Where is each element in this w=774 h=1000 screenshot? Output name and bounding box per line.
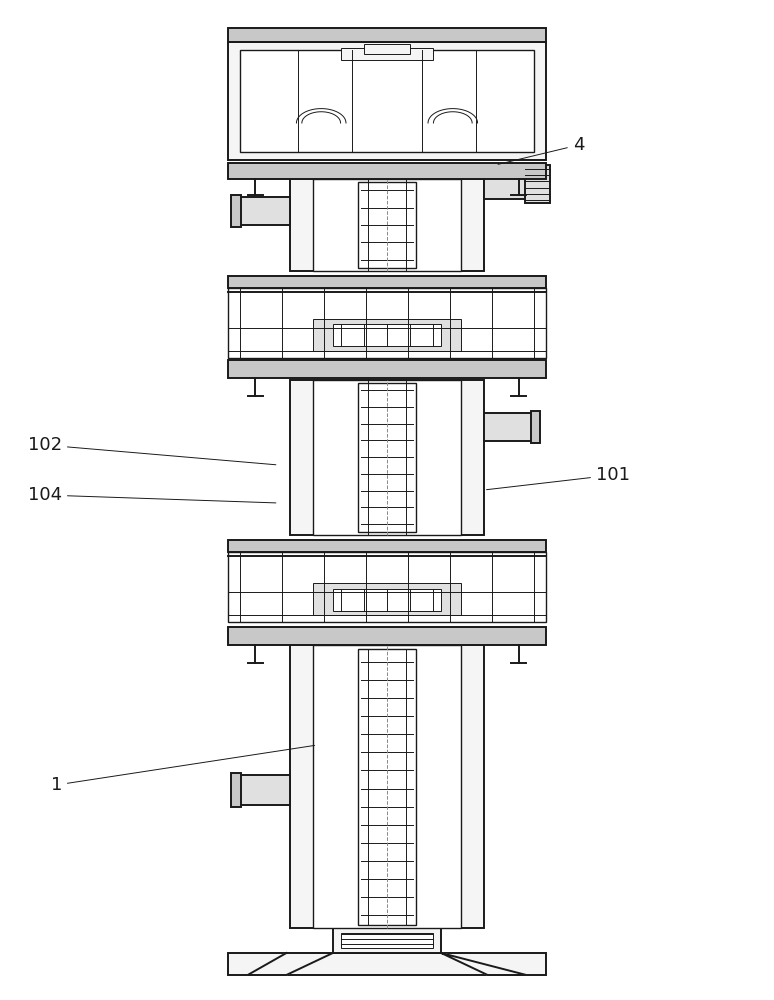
Bar bbox=[228, 552, 546, 622]
Bar bbox=[313, 179, 461, 271]
Bar bbox=[231, 195, 241, 227]
Bar bbox=[228, 360, 546, 378]
Bar bbox=[236, 197, 290, 225]
Bar bbox=[228, 42, 546, 160]
Bar bbox=[484, 169, 526, 199]
Bar bbox=[228, 28, 546, 42]
Bar bbox=[358, 182, 416, 268]
Bar bbox=[358, 649, 416, 925]
Polygon shape bbox=[248, 953, 333, 975]
Bar bbox=[313, 380, 461, 535]
Bar bbox=[228, 276, 546, 288]
Bar bbox=[341, 48, 433, 60]
Bar bbox=[525, 165, 550, 203]
Bar bbox=[228, 288, 546, 358]
Text: 4: 4 bbox=[498, 136, 584, 164]
Bar bbox=[341, 933, 433, 948]
Bar bbox=[531, 411, 540, 443]
Bar bbox=[231, 773, 241, 807]
Bar bbox=[236, 775, 290, 805]
Bar bbox=[240, 50, 534, 152]
Bar bbox=[228, 953, 546, 975]
Text: 104: 104 bbox=[28, 486, 276, 504]
Bar bbox=[290, 380, 484, 535]
Bar bbox=[333, 928, 441, 953]
Bar bbox=[290, 645, 484, 928]
Bar bbox=[313, 583, 461, 615]
Bar bbox=[484, 413, 534, 441]
Bar bbox=[313, 319, 461, 351]
Bar bbox=[364, 44, 410, 54]
Bar bbox=[333, 589, 441, 611]
Bar bbox=[358, 383, 416, 532]
Polygon shape bbox=[441, 953, 526, 975]
Bar bbox=[228, 163, 546, 179]
Bar bbox=[290, 179, 484, 271]
Text: 101: 101 bbox=[487, 466, 630, 490]
Bar bbox=[228, 540, 546, 552]
Bar bbox=[228, 627, 546, 645]
Text: 1: 1 bbox=[50, 745, 314, 794]
Bar bbox=[313, 645, 461, 928]
Text: 102: 102 bbox=[28, 436, 276, 465]
Bar bbox=[333, 324, 441, 346]
